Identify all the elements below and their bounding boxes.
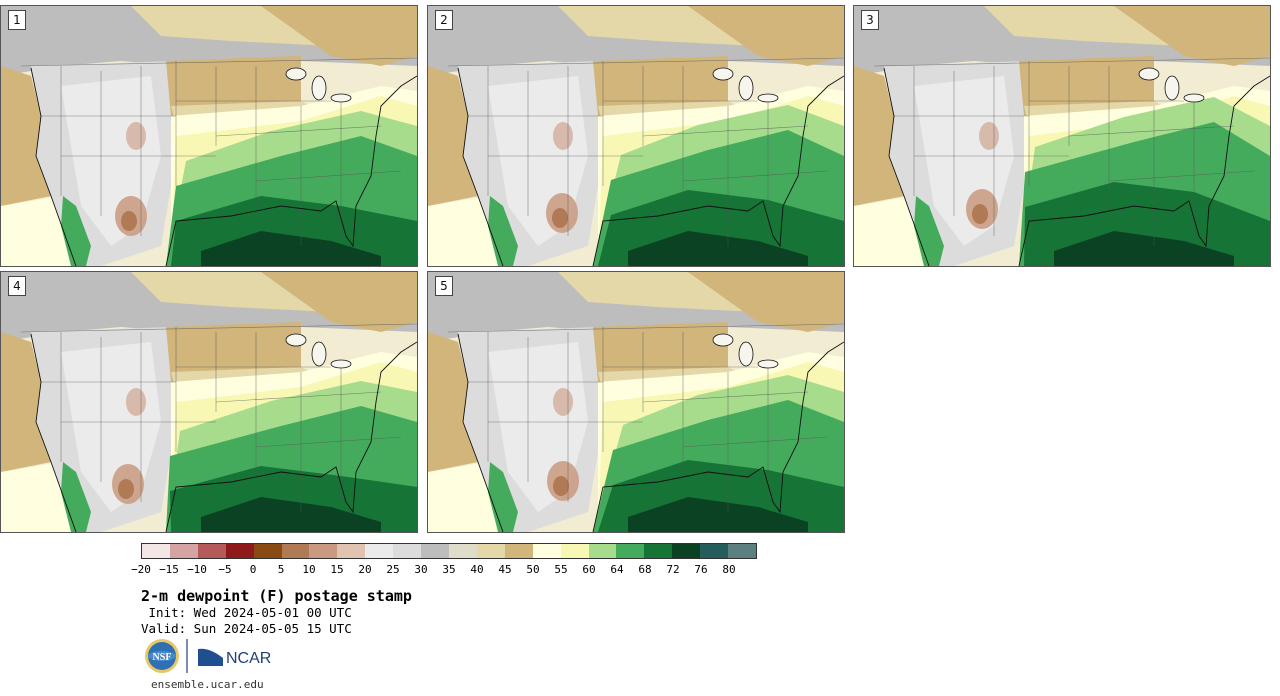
panel-number-label: 5	[435, 276, 453, 296]
nsf-logo-icon[interactable]: NSF	[145, 639, 179, 673]
dewpoint-map-3	[854, 6, 1270, 266]
colorbar-tick-label: 68	[638, 563, 652, 576]
colorbar-swatch	[672, 544, 701, 558]
panel-number-label: 4	[8, 276, 26, 296]
colorbar-tick-label: 50	[526, 563, 540, 576]
dewpoint-map-4	[1, 272, 417, 532]
colorbar-swatch	[253, 544, 282, 558]
colorbar-tick-label: 72	[666, 563, 680, 576]
panel-number-label: 2	[435, 10, 453, 30]
dewpoint-colorbar	[141, 543, 757, 559]
colorbar-tick-label: 40	[470, 563, 484, 576]
colorbar-tick-label: −10	[187, 563, 207, 576]
colorbar-tick-label: 60	[582, 563, 596, 576]
colorbar-tick-label: 64	[610, 563, 624, 576]
colorbar-swatch	[476, 544, 505, 558]
footer-url[interactable]: ensemble.ucar.edu	[151, 678, 264, 691]
member-panel-2[interactable]: 2	[427, 5, 845, 267]
member-panel-4[interactable]: 4	[0, 271, 418, 533]
valid-time: Valid: Sun 2024-05-05 15 UTC	[141, 621, 352, 636]
colorbar-swatch	[560, 544, 589, 558]
colorbar-tick-label: 76	[694, 563, 708, 576]
panel-number-label: 1	[8, 10, 26, 30]
colorbar-tick-label: 5	[277, 563, 285, 576]
nsf-logo-text: NSF	[153, 652, 172, 663]
colorbar-swatch	[588, 544, 617, 558]
ncar-logo-icon[interactable]: NCAR	[198, 648, 271, 667]
colorbar-swatch	[225, 544, 254, 558]
colorbar-tick-label: 35	[442, 563, 456, 576]
colorbar-swatch	[504, 544, 533, 558]
member-panel-3[interactable]: 3	[853, 5, 1271, 267]
colorbar-swatch	[700, 544, 729, 558]
colorbar-swatch	[532, 544, 561, 558]
colorbar-tick-label: 55	[554, 563, 568, 576]
panel-number-label: 3	[861, 10, 879, 30]
colorbar-swatch	[281, 544, 310, 558]
colorbar-swatch	[197, 544, 226, 558]
dewpoint-map-5	[428, 272, 844, 532]
colorbar-tick-label: −5	[218, 563, 232, 576]
colorbar-tick-label: 80	[722, 563, 736, 576]
colorbar-tick-label: 15	[330, 563, 344, 576]
colorbar-tick-label: 10	[302, 563, 316, 576]
member-panel-5[interactable]: 5	[427, 271, 845, 533]
colorbar-tick-labels: −20 −15 −10 −5 0 5 10 15 20 25 30 35 40 45 50 55 60 64 68 7…	[131, 563, 757, 577]
colorbar-swatch	[421, 544, 449, 558]
colorbar-swatch	[309, 544, 338, 558]
dewpoint-map-1	[1, 6, 417, 266]
dewpoint-map-2	[428, 6, 844, 266]
colorbar-swatch	[337, 544, 366, 558]
colorbar-swatch	[365, 544, 394, 558]
colorbar-tick-label: 30	[414, 563, 428, 576]
colorbar-swatch	[142, 544, 170, 558]
plot-title: 2-m dewpoint (F) postage stamp	[141, 587, 412, 605]
logos: NSF NCAR	[145, 639, 271, 673]
colorbar-tick-label: −15	[159, 563, 179, 576]
colorbar-tick-label: −20	[131, 563, 151, 576]
init-time: Init: Wed 2024-05-01 00 UTC	[141, 605, 352, 620]
colorbar-tick-label: 25	[386, 563, 400, 576]
colorbar-swatch	[448, 544, 477, 558]
colorbar-tick-label: 0	[249, 563, 257, 576]
member-panel-1[interactable]: 1	[0, 5, 418, 267]
colorbar-swatch	[393, 544, 422, 558]
colorbar-swatch	[169, 544, 198, 558]
colorbar-tick-label: 45	[498, 563, 512, 576]
colorbar-tick-label: 20	[358, 563, 372, 576]
colorbar-swatch	[644, 544, 673, 558]
ncar-logo-text: NCAR	[226, 650, 271, 667]
colorbar-swatch	[616, 544, 645, 558]
colorbar-swatch	[728, 544, 756, 558]
